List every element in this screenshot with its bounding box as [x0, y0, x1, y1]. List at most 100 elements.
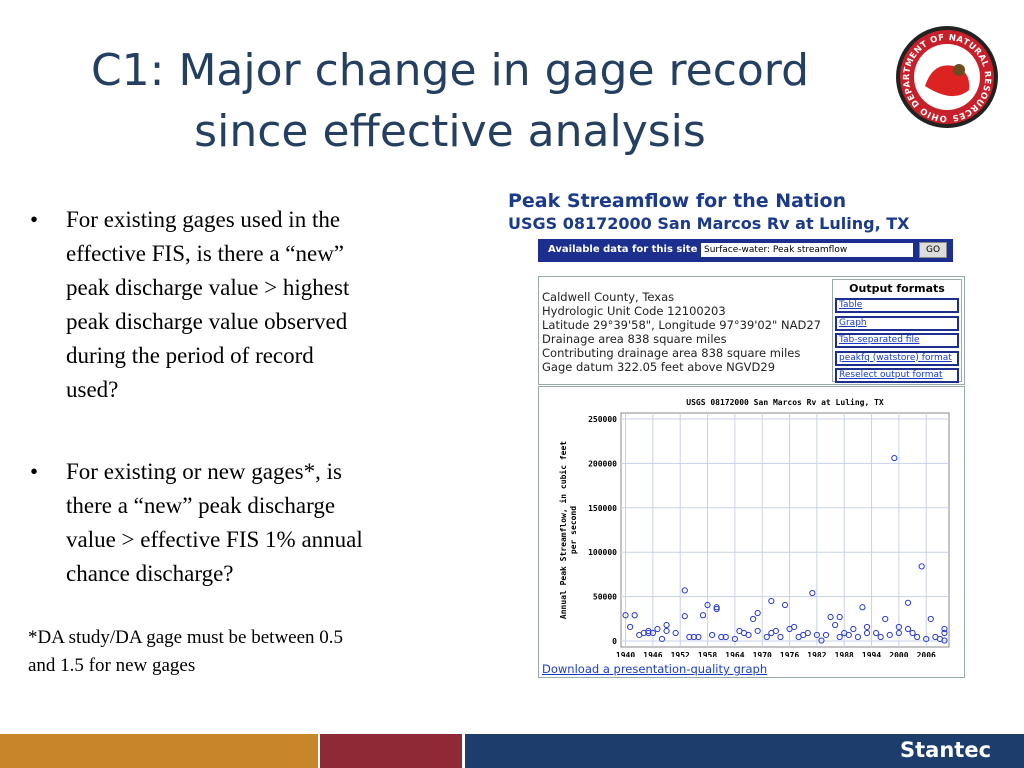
- data-point: [772, 627, 779, 635]
- data-point: [850, 625, 857, 633]
- data-point: [750, 615, 757, 623]
- bullet-line: peak discharge value > highest: [66, 275, 350, 300]
- footer-band: [465, 734, 1024, 768]
- chart: USGS 08172000 San Marcos Rv at Luling, T…: [558, 397, 950, 657]
- data-point: [941, 625, 948, 633]
- data-point: [722, 633, 729, 641]
- x-tick-label: 1982: [807, 651, 826, 657]
- data-point: [904, 625, 912, 633]
- info-line: Latitude 29°39'58", Longitude 97°39'02" …: [542, 318, 821, 332]
- bullet: For existing or new gages*, is there a “n…: [30, 455, 470, 591]
- data-point: [768, 597, 775, 605]
- x-tick-label: 1952: [671, 651, 690, 657]
- data-point: [918, 563, 925, 570]
- data-point: [886, 631, 893, 639]
- logo: OHIO DEPARTMENT OF NATURAL RESOURCES: [896, 26, 998, 128]
- data-point: [836, 633, 843, 641]
- data-point: [754, 627, 761, 635]
- data-point: [804, 629, 811, 637]
- data-point: [813, 631, 820, 639]
- data-point: [832, 621, 839, 629]
- usgs-heading: Peak Streamflow for the Nation: [508, 190, 847, 212]
- x-tick-label: 1994: [862, 651, 881, 657]
- info-line: Gage datum 322.05 feet above NGVD29: [542, 360, 776, 374]
- data-point: [845, 631, 852, 639]
- data-point: [649, 629, 656, 637]
- data-point: [882, 615, 889, 623]
- slide-title: C1: Major change in gage record since ef…: [20, 40, 880, 162]
- data-point: [654, 625, 661, 633]
- data-point: [941, 629, 948, 637]
- info-line: Contributing drainage area 838 square mi…: [542, 346, 801, 360]
- y-tick-label: 50000: [593, 593, 617, 602]
- x-tick-label: 1988: [835, 651, 854, 657]
- y-tick-label: 250000: [588, 415, 617, 424]
- data-point: [863, 623, 871, 631]
- data-point: [895, 629, 902, 637]
- bullet-line: peak discharge value observed: [66, 309, 348, 334]
- data-point: [822, 631, 830, 639]
- chart-title: USGS 08172000 San Marcos Rv at Luling, T…: [686, 397, 884, 407]
- data-point: [645, 629, 652, 637]
- y-axis-label: per second: [569, 506, 578, 554]
- x-tick-label: 2006: [917, 651, 936, 657]
- data-point: [663, 627, 670, 635]
- output-format-link[interactable]: Tab-separated file: [835, 333, 959, 348]
- bullet-line: chance discharge?: [66, 561, 234, 586]
- output-format-link[interactable]: peakfq (watstore) format: [835, 350, 959, 366]
- brand: Stantec: [900, 738, 992, 762]
- data-select[interactable]: Surface-water: Peak streamflow: [701, 243, 913, 257]
- data-point: [827, 613, 834, 621]
- y-tick-label: 0: [612, 637, 617, 646]
- footnote: *DA study/DA gage must be between 0.5 and…: [28, 624, 343, 680]
- y-axis-label: Annual Peak Streamflow, in cubic feet: [558, 441, 568, 619]
- data-point: [699, 612, 707, 619]
- data-point: [836, 613, 843, 621]
- data-point: [695, 633, 702, 641]
- x-tick-label: 1946: [643, 651, 662, 657]
- data-point: [914, 633, 921, 641]
- footer-band: [320, 734, 462, 768]
- bullet-line: there a “new” peak discharge: [66, 493, 336, 518]
- output-formats-title: Output formats: [849, 282, 945, 295]
- data-point: [658, 635, 666, 643]
- data-point: [909, 629, 916, 637]
- data-point: [704, 601, 711, 609]
- data-point: [690, 633, 697, 641]
- data-point: [809, 589, 816, 597]
- bullet-line: used?: [66, 377, 119, 402]
- plot-frame: [620, 412, 950, 648]
- output-format-link[interactable]: Graph: [835, 315, 959, 331]
- site-bar: Available data for this site Surface-wat…: [538, 239, 953, 262]
- download-link[interactable]: Download a presentation-quality graph: [542, 662, 768, 676]
- data-point: [941, 637, 948, 644]
- data-point: [895, 623, 902, 631]
- data-point: [891, 454, 898, 462]
- data-point: [709, 631, 716, 639]
- title-line: since effective analysis: [194, 106, 706, 157]
- data-point: [904, 599, 912, 606]
- info-lines: Caldwell County, Texas Hydrologic Unit Co…: [542, 290, 821, 374]
- info-line: Drainage area 838 square miles: [542, 332, 727, 346]
- x-tick-label: 1976: [780, 651, 799, 657]
- data-point: [927, 615, 934, 623]
- output-formats: Output formats Table Graph Tab-separated f…: [832, 279, 962, 383]
- bullet-line: For existing or new gages*, is: [66, 459, 342, 484]
- go-button[interactable]: GO: [919, 242, 947, 258]
- data-point: [754, 609, 761, 617]
- x-tick-label: 1940: [616, 651, 635, 657]
- data-point: [791, 623, 798, 631]
- data-point: [763, 633, 770, 641]
- data-point: [672, 629, 679, 637]
- data-point: [745, 631, 752, 639]
- output-format-link[interactable]: Table: [835, 298, 959, 313]
- output-format-link[interactable]: Reselect output format: [835, 368, 959, 383]
- info-line: Hydrologic Unit Code 12100203: [542, 304, 726, 318]
- usgs-subheading: USGS 08172000 San Marcos Rv at Luling, T…: [508, 214, 910, 233]
- x-tick-label: 1958: [698, 651, 717, 657]
- data-point: [818, 637, 825, 644]
- bullet-line: For existing gages used in the: [66, 207, 341, 232]
- data-point: [859, 604, 866, 611]
- data-point: [713, 605, 720, 613]
